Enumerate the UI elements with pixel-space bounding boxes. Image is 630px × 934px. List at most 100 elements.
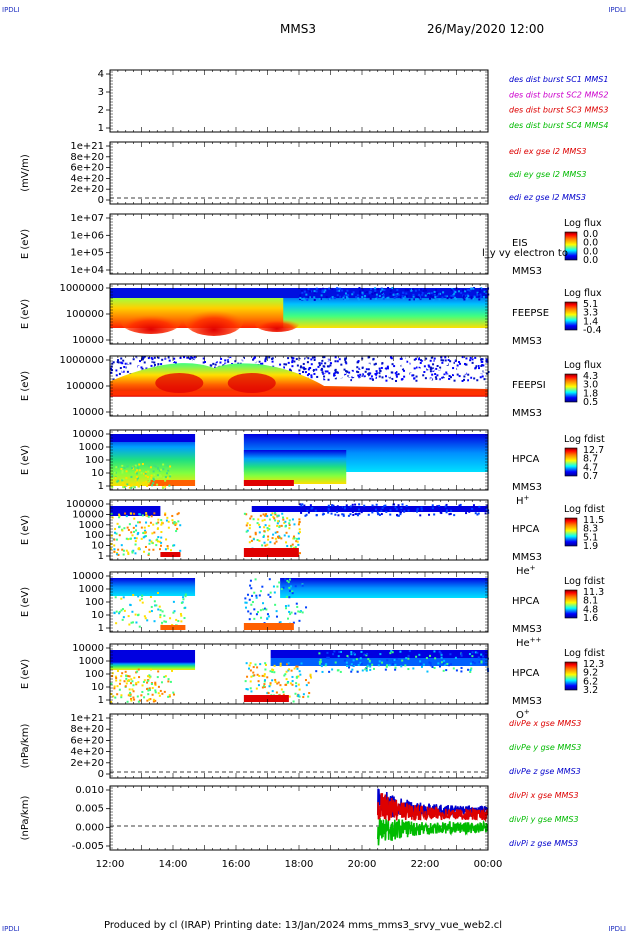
hpca-noise [250, 515, 253, 518]
colorbar-tick-label: 11.5 [583, 515, 604, 526]
feepsi-noise [158, 361, 161, 364]
feepse-noise [381, 291, 384, 294]
hpca-noise [169, 474, 172, 477]
y-tick-label: 8e+20 [70, 152, 104, 163]
hpca-noise [279, 684, 282, 687]
feepsi-noise [396, 364, 399, 367]
hpca-noise [287, 662, 290, 665]
feepse-noise [404, 288, 407, 291]
hpca-noise [352, 513, 355, 516]
hpca-noise [122, 596, 125, 599]
hpca-noise [271, 537, 274, 540]
hpca-noise [422, 663, 425, 666]
hpca-noise [295, 540, 298, 543]
feepsi-noise [428, 365, 431, 368]
hpca-noise [147, 552, 150, 555]
feepsi-noise [376, 361, 379, 364]
hpca-noise [133, 530, 136, 533]
feepse-noise [439, 292, 442, 295]
hpca-noise [390, 650, 393, 653]
hpca-noise [285, 678, 288, 681]
hpca-noise [122, 478, 125, 481]
hpca-noise [122, 486, 125, 489]
feepsi-noise [321, 371, 324, 374]
hpca-noise [146, 476, 149, 479]
hpca-noise [292, 621, 295, 624]
hpca-noise [173, 521, 176, 524]
hpca-noise [138, 676, 141, 679]
feepse-noise [378, 295, 381, 298]
hpca-noise [269, 682, 272, 685]
hpca-noise [442, 669, 445, 672]
hpca-noise [334, 510, 337, 513]
hpca-noise [307, 681, 310, 684]
hpca-noise [369, 665, 372, 668]
feepsi-noise [417, 376, 420, 379]
feepsi-noise [203, 361, 206, 364]
hpca-noise [164, 479, 167, 482]
feepsi-noise [350, 371, 353, 374]
feepsi-noise [452, 367, 455, 370]
hpca-noise [116, 553, 119, 556]
hpca-noise [266, 526, 269, 529]
hpca-noise [249, 535, 252, 538]
hpca-noise [274, 603, 277, 606]
feepse-noise [413, 298, 416, 301]
hpca-noise [304, 679, 307, 682]
feepsi-noise [374, 376, 377, 379]
feepsi-noise [465, 378, 468, 381]
feepse-noise [444, 295, 447, 298]
feepsi-noise [214, 363, 217, 366]
hpca-noise [125, 484, 128, 487]
feepse-noise [352, 291, 355, 294]
hpca-noise [291, 592, 294, 595]
feepsi-noise [143, 356, 146, 359]
y-axis-label: E (eV) [20, 371, 31, 401]
hpca-noise [278, 535, 281, 538]
feepsi-noise [189, 357, 192, 360]
feepsi-noise [173, 357, 176, 360]
hpca-noise [132, 696, 135, 699]
hpca-noise [264, 524, 267, 527]
hpca-noise [268, 524, 271, 527]
hpca-noise [137, 595, 140, 598]
feepse-noise [416, 297, 419, 300]
hpca-noise [133, 486, 136, 489]
hpca-noise [287, 604, 290, 607]
feepsi-noise [145, 367, 148, 370]
hpca-noise [476, 513, 479, 516]
feepse-noise [414, 289, 417, 292]
hpca-noise [135, 621, 138, 624]
hpca-noise [154, 476, 157, 479]
feepsi-noise [443, 370, 446, 373]
feepsi-noise [340, 357, 343, 360]
feepsi-noise [125, 359, 128, 362]
feepsi-noise [143, 361, 146, 364]
hpca-noise [135, 529, 138, 532]
feepse-noise [361, 296, 364, 299]
hpca-noise [401, 659, 404, 662]
hpca-noise [258, 531, 261, 534]
hpca-noise [305, 606, 308, 609]
feepsi-noise [367, 368, 370, 371]
hpca-noise [137, 521, 140, 524]
hpca-noise [274, 680, 277, 683]
hpca-noise [182, 596, 185, 599]
hpca-noise [258, 594, 261, 597]
feepsi-noise [379, 370, 382, 373]
hpca-noise [429, 664, 432, 667]
hpca-noise [122, 481, 125, 484]
hpca-noise [161, 486, 164, 489]
hpca-noise [153, 473, 156, 476]
feepse-noise [433, 290, 436, 293]
hpca-noise [179, 612, 182, 615]
feepsi-noise [202, 357, 205, 360]
hpca-noise [363, 653, 366, 656]
hpca-noise [402, 505, 405, 508]
feepsi-noise [458, 375, 461, 378]
hpca-noise [155, 522, 158, 525]
feepsi-noise [449, 360, 452, 363]
hpca-noise [309, 504, 312, 507]
hpca-noise [118, 682, 121, 685]
